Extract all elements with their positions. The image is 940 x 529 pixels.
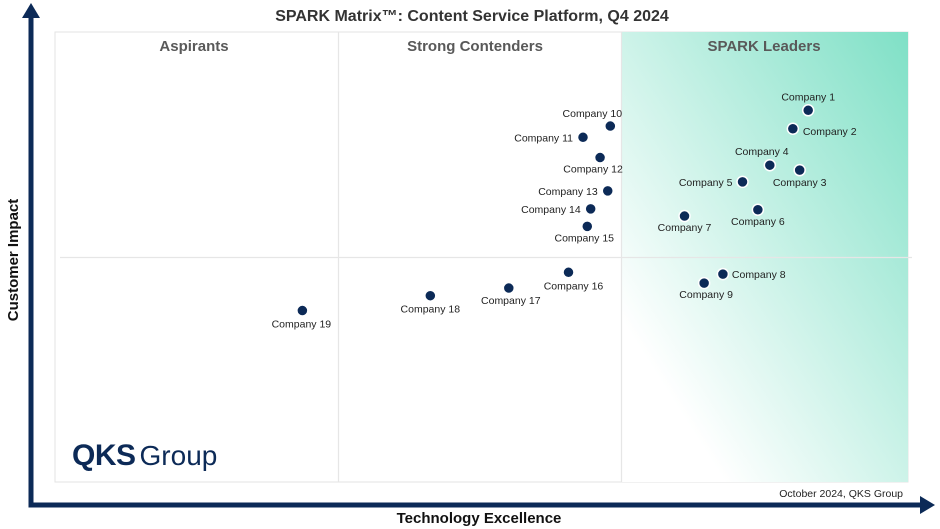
point-marker — [697, 276, 711, 290]
data-point: Company 5 — [679, 175, 749, 189]
data-point: Company 14 — [521, 202, 597, 216]
x-axis — [28, 496, 935, 514]
point-label: Company 1 — [781, 91, 835, 103]
data-point: Company 6 — [731, 203, 785, 228]
data-point: Company 15 — [554, 220, 614, 244]
point-label: Company 11 — [514, 132, 573, 144]
quadrant-label-aspirants: Aspirants — [159, 38, 228, 55]
data-point: Company 12 — [563, 151, 623, 176]
data-point: Company 4 — [735, 146, 789, 172]
point-marker — [424, 289, 437, 302]
data-point: Company 1 — [781, 91, 835, 117]
point-label: Company 13 — [538, 186, 598, 198]
data-point: Company 18 — [401, 289, 461, 316]
y-axis-label: Customer Impact — [5, 199, 22, 322]
point-marker — [716, 267, 730, 281]
point-label: Company 6 — [731, 216, 785, 228]
point-marker — [296, 304, 309, 317]
data-point: Company 16 — [544, 266, 604, 292]
point-label: Company 5 — [679, 177, 733, 189]
point-marker — [604, 119, 617, 133]
y-axis — [22, 3, 40, 504]
data-point: Company 13 — [538, 184, 614, 198]
data-point: Company 9 — [679, 276, 733, 301]
point-marker — [562, 266, 575, 279]
point-label: Company 9 — [679, 289, 733, 301]
quadrant-label-strong-contenders: Strong Contenders — [407, 38, 543, 55]
point-marker — [581, 220, 594, 233]
point-marker — [793, 163, 806, 177]
point-label: Company 3 — [773, 177, 827, 189]
point-marker — [584, 202, 597, 216]
point-label: Company 18 — [401, 304, 461, 316]
point-label: Company 16 — [544, 280, 604, 292]
data-point: Company 17 — [481, 281, 541, 307]
data-point: Company 7 — [658, 209, 712, 234]
point-label: Company 7 — [658, 222, 712, 234]
point-label: Company 2 — [803, 126, 857, 138]
point-marker — [601, 184, 614, 198]
data-point: Company 11 — [514, 131, 590, 144]
qks-group-logo: QKS Group — [72, 439, 217, 472]
point-label: Company 14 — [521, 204, 581, 216]
point-marker — [786, 122, 800, 135]
point-label: Company 17 — [481, 295, 541, 307]
data-point: Company 2 — [786, 122, 857, 138]
point-label: Company 19 — [272, 319, 332, 331]
point-label: Company 12 — [563, 164, 623, 176]
quadrant-label-spark-leaders: SPARK Leaders — [707, 38, 820, 55]
point-marker — [736, 175, 749, 189]
point-marker — [678, 209, 691, 223]
point-label: Company 10 — [563, 108, 623, 120]
x-axis-label: Technology Excellence — [397, 510, 562, 527]
data-point: Company 3 — [773, 163, 827, 189]
point-label: Company 4 — [735, 146, 789, 158]
point-label: Company 15 — [554, 232, 614, 244]
data-points: Company 1 Company 2 Company 3 Company 4 Comp… — [272, 91, 857, 330]
data-point: Company 10 — [563, 108, 623, 133]
point-marker — [593, 151, 607, 164]
point-marker — [751, 203, 765, 216]
point-marker — [502, 281, 516, 295]
point-marker — [576, 131, 590, 144]
point-marker — [763, 158, 777, 172]
chart-title: SPARK Matrix™: Content Service Platform,… — [275, 8, 669, 25]
point-label: Company 8 — [732, 269, 786, 281]
data-point: Company 19 — [272, 304, 332, 331]
point-marker — [801, 104, 815, 117]
data-point: Company 8 — [716, 267, 786, 281]
footnote: October 2024, QKS Group — [779, 488, 903, 500]
